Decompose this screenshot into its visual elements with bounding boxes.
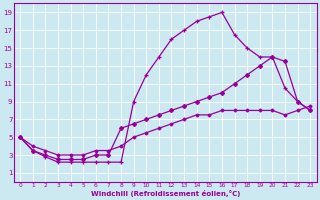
X-axis label: Windchill (Refroidissement éolien,°C): Windchill (Refroidissement éolien,°C) <box>91 190 240 197</box>
